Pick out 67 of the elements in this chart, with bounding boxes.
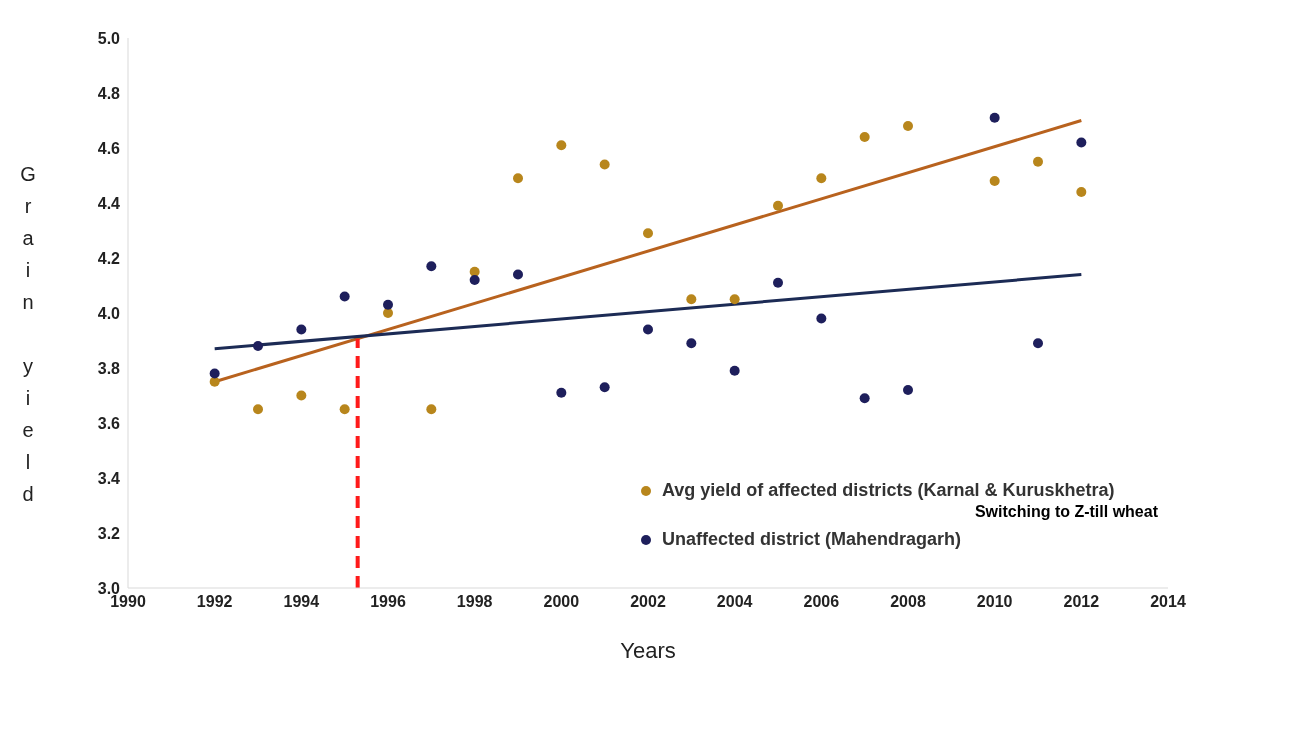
point (686, 338, 697, 349)
point (426, 404, 437, 415)
y-tick-label: 4.6 (97, 139, 121, 157)
point (1076, 137, 1087, 148)
legend-label: Avg yield of affected districts (Karnal & Kuruskhetra) (662, 480, 1115, 501)
y-tick-label: 5.0 (97, 29, 121, 47)
y-tick-label: 3.2 (97, 524, 121, 542)
point (556, 140, 567, 151)
point (729, 365, 740, 376)
point (989, 176, 1000, 186)
point (383, 308, 393, 318)
x-tick-label: 2012 (1063, 593, 1100, 611)
y-tick-label: 4.8 (97, 84, 121, 102)
x-tick-label: 2004 (716, 593, 753, 611)
point (296, 390, 307, 401)
x-tick-label: 2006 (803, 593, 840, 611)
point (599, 159, 610, 170)
point (296, 324, 307, 335)
point (989, 112, 1000, 123)
legend-label: Unaffected district (Mahendragarh) (662, 529, 962, 550)
point (773, 277, 783, 288)
point (253, 404, 263, 415)
y-tick-label: 3.4 (97, 469, 121, 487)
point (1076, 187, 1087, 197)
text: Grain yield (20, 163, 36, 505)
point (556, 387, 567, 398)
point (859, 393, 870, 404)
point (1033, 338, 1043, 349)
point (426, 261, 437, 272)
point (513, 269, 523, 280)
point (383, 299, 393, 310)
y-tick-label: 3.8 (97, 359, 121, 377)
y-tick-label: 4.0 (97, 304, 121, 322)
x-tick-label: 2000 (543, 593, 580, 611)
y-tick-label: 4.4 (97, 194, 121, 212)
point (469, 275, 480, 285)
point (513, 173, 523, 184)
point (773, 200, 783, 211)
y-tick-label: 4.2 (97, 249, 121, 267)
point (643, 228, 653, 239)
x-tick-label: 2014 (1150, 593, 1186, 611)
x-tick-label: 2010 (976, 593, 1013, 611)
point (209, 368, 220, 379)
point (599, 382, 610, 393)
x-tick-label: 1996 (370, 593, 406, 611)
x-tick-label: 1994 (283, 593, 320, 611)
x-tick-label: 1998 (456, 593, 493, 611)
x-tick-label: 1990 (110, 593, 146, 611)
point (816, 313, 827, 324)
point (686, 294, 697, 305)
point (729, 294, 740, 305)
point (643, 324, 653, 335)
point (339, 291, 350, 302)
x-tick-label: 2008 (890, 593, 926, 611)
point (253, 341, 263, 351)
y-tick-label: 3.6 (97, 414, 121, 432)
x-tick-label: 1992 (196, 593, 233, 611)
point (1033, 156, 1043, 167)
point (209, 376, 220, 387)
point (339, 404, 350, 415)
annotation: Switching to Z-till wheat (973, 503, 1158, 521)
x-tick-label: 2002 (630, 593, 666, 611)
x-axis-title: Years (620, 638, 676, 663)
point (903, 121, 913, 131)
point (816, 173, 827, 184)
point (859, 132, 870, 142)
point (903, 385, 913, 395)
